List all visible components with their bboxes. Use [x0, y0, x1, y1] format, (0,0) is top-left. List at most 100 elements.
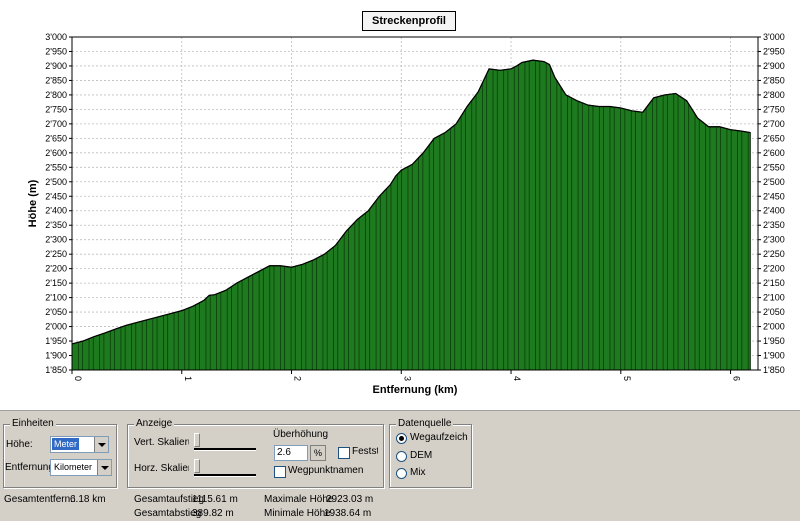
- hoehe-select[interactable]: Meter: [50, 436, 109, 453]
- y-tick-label-right: 2'450: [763, 191, 785, 201]
- gesamtaufstieg-label: Gesamtaufstieg: [134, 494, 205, 505]
- horz-scale-slider[interactable]: [194, 459, 256, 479]
- hoehe-select-value: Meter: [52, 438, 80, 450]
- y-tick-label-left: 2'650: [45, 133, 67, 143]
- y-tick-label-left: 2'850: [45, 75, 67, 85]
- y-tick-label-left: 2'300: [45, 235, 67, 245]
- y-tick-label-right: 2'150: [763, 278, 785, 288]
- y-tick-label-right: 2'300: [763, 235, 785, 245]
- y-tick-label-left: 2'100: [45, 293, 67, 303]
- x-tick-label: 4: [512, 376, 522, 381]
- horz-scale-track: [194, 474, 256, 477]
- y-tick-label-left: 2'600: [45, 148, 67, 158]
- y-tick-label-left: 3'000: [45, 32, 67, 42]
- y-tick-label-right: 1'900: [763, 351, 785, 361]
- y-tick-label-left: 2'750: [45, 104, 67, 114]
- y-tick-label-right: 2'600: [763, 148, 785, 158]
- y-tick-label-left: 2'400: [45, 206, 67, 216]
- mix-label: Mix: [410, 467, 426, 478]
- datenquelle-title: Datenquelle: [396, 418, 454, 429]
- vert-scale-thumb[interactable]: [194, 433, 200, 447]
- x-tick-label: 2: [293, 376, 303, 381]
- y-tick-label-right: 2'950: [763, 46, 785, 56]
- gesamtabstieg-label: Gesamtabstieg: [134, 508, 202, 519]
- vert-scale-slider[interactable]: [194, 433, 256, 453]
- max-hoehe-label: Maximale Höhe: [264, 494, 334, 505]
- y-tick-label-right: 3'000: [763, 32, 785, 42]
- gesamtentfernung-label: Gesamtentfern.:: [4, 494, 76, 505]
- min-hoehe-value: 1938.64 m: [324, 508, 372, 519]
- y-tick-label-right: 2'000: [763, 322, 785, 332]
- feststellen-label: Feststellen: [352, 446, 378, 457]
- hoehe-label: Höhe:: [6, 439, 33, 450]
- x-tick-label: 5: [622, 376, 632, 381]
- y-tick-label-right: 2'650: [763, 133, 785, 143]
- y-tick-label-left: 2'500: [45, 177, 67, 187]
- wegpunktnamen-checkbox[interactable]: [274, 466, 286, 478]
- elevation-line: [71, 59, 751, 345]
- y-tick-label-right: 2'500: [763, 177, 785, 187]
- y-tick-label-left: 2'900: [45, 61, 67, 71]
- wegaufzeichnung-radio[interactable]: [396, 433, 407, 444]
- x-axis-label: Entfernung (km): [373, 384, 458, 396]
- elevation-chart: 1'850 1'850 1'900 1'900 1'950 1'950 2'000 2'000…: [27, 32, 785, 396]
- y-tick-label-left: 2'350: [45, 220, 67, 230]
- max-hoehe-value: 2923.03 m: [326, 494, 374, 505]
- x-tick-label: 1: [183, 376, 193, 381]
- y-tick-label-left: 1'900: [45, 351, 67, 361]
- datenquelle-group: Datenquelle: [389, 418, 472, 488]
- anzeige-title: Anzeige: [134, 418, 175, 429]
- y-tick-label-left: 2'150: [45, 278, 67, 288]
- einheiten-group: Einheiten: [3, 418, 117, 488]
- chevron-down-icon[interactable]: [97, 460, 111, 475]
- x-tick-label: 3: [402, 376, 412, 381]
- mix-radio[interactable]: [396, 468, 407, 479]
- y-tick-label-left: 1'950: [45, 336, 67, 346]
- y-tick-label-right: 2'100: [763, 293, 785, 303]
- y-tick-label-left: 2'800: [45, 90, 67, 100]
- sample-lines: [71, 60, 749, 370]
- plot-frame: [71, 36, 759, 371]
- y-tick-label-left: 1'850: [45, 365, 67, 375]
- ueberhoehung-spin-button[interactable]: %: [310, 445, 326, 461]
- ueberhoehung-input[interactable]: 2.6: [274, 445, 308, 461]
- y-tick-label-right: 2'550: [763, 162, 785, 172]
- y-axis-label: Höhe (m): [27, 179, 39, 227]
- y-tick-label-left: 2'200: [45, 264, 67, 274]
- chevron-down-icon[interactable]: [94, 437, 108, 452]
- feststellen-checkbox[interactable]: [338, 447, 350, 459]
- chart-title: Streckenprofil: [362, 11, 456, 31]
- gesamtentfernung-value: 6.18 km: [70, 494, 106, 505]
- y-tick-label-left: 2'950: [45, 46, 67, 56]
- chart-panel: Streckenprofil 1'850 1'850 1'900 1'900 1'950…: [0, 0, 800, 410]
- y-tick-label-right: 2'850: [763, 75, 785, 85]
- y-tick-label-right: 2'400: [763, 206, 785, 216]
- entfernung-label: Entfernung:: [5, 462, 57, 473]
- y-tick-label-right: 1'850: [763, 365, 785, 375]
- dem-label: DEM: [410, 450, 433, 461]
- entfernung-select[interactable]: Kilometer: [50, 459, 112, 476]
- anzeige-group: Anzeige: [127, 418, 384, 488]
- y-tick-label-right: 2'700: [763, 119, 785, 129]
- y-tick-label-right: 2'350: [763, 220, 785, 230]
- horz-scale-thumb[interactable]: [194, 459, 200, 473]
- einheiten-title: Einheiten: [10, 418, 56, 429]
- gesamtaufstieg-value: 1115.61 m: [192, 494, 238, 505]
- y-tick-label-left: 2'450: [45, 191, 67, 201]
- x-tick-label: 0: [73, 376, 83, 381]
- y-tick-label-left: 2'550: [45, 162, 67, 172]
- y-tick-label-right: 2'050: [763, 307, 785, 317]
- y-tick-label-left: 2'250: [45, 249, 67, 259]
- dem-radio[interactable]: [396, 451, 407, 462]
- wegaufzeichnung-label: Wegaufzeichnung: [410, 432, 468, 443]
- y-tick-label-right: 1'950: [763, 336, 785, 346]
- entfernung-select-value: Kilometer: [54, 462, 93, 472]
- y-tick-label-left: 2'050: [45, 307, 67, 317]
- x-tick-label: 6: [732, 376, 742, 381]
- y-tick-label-right: 2'250: [763, 249, 785, 259]
- min-hoehe-label: Minimale Höhe: [264, 508, 331, 519]
- y-tick-label-right: 2'900: [763, 61, 785, 71]
- wegpunktnamen-label: Wegpunktnamen: [288, 465, 364, 476]
- ueberhoehung-label: Überhöhung: [273, 429, 329, 440]
- control-panel: Einheiten Höhe: Meter Entfernung: Kilome…: [0, 410, 800, 521]
